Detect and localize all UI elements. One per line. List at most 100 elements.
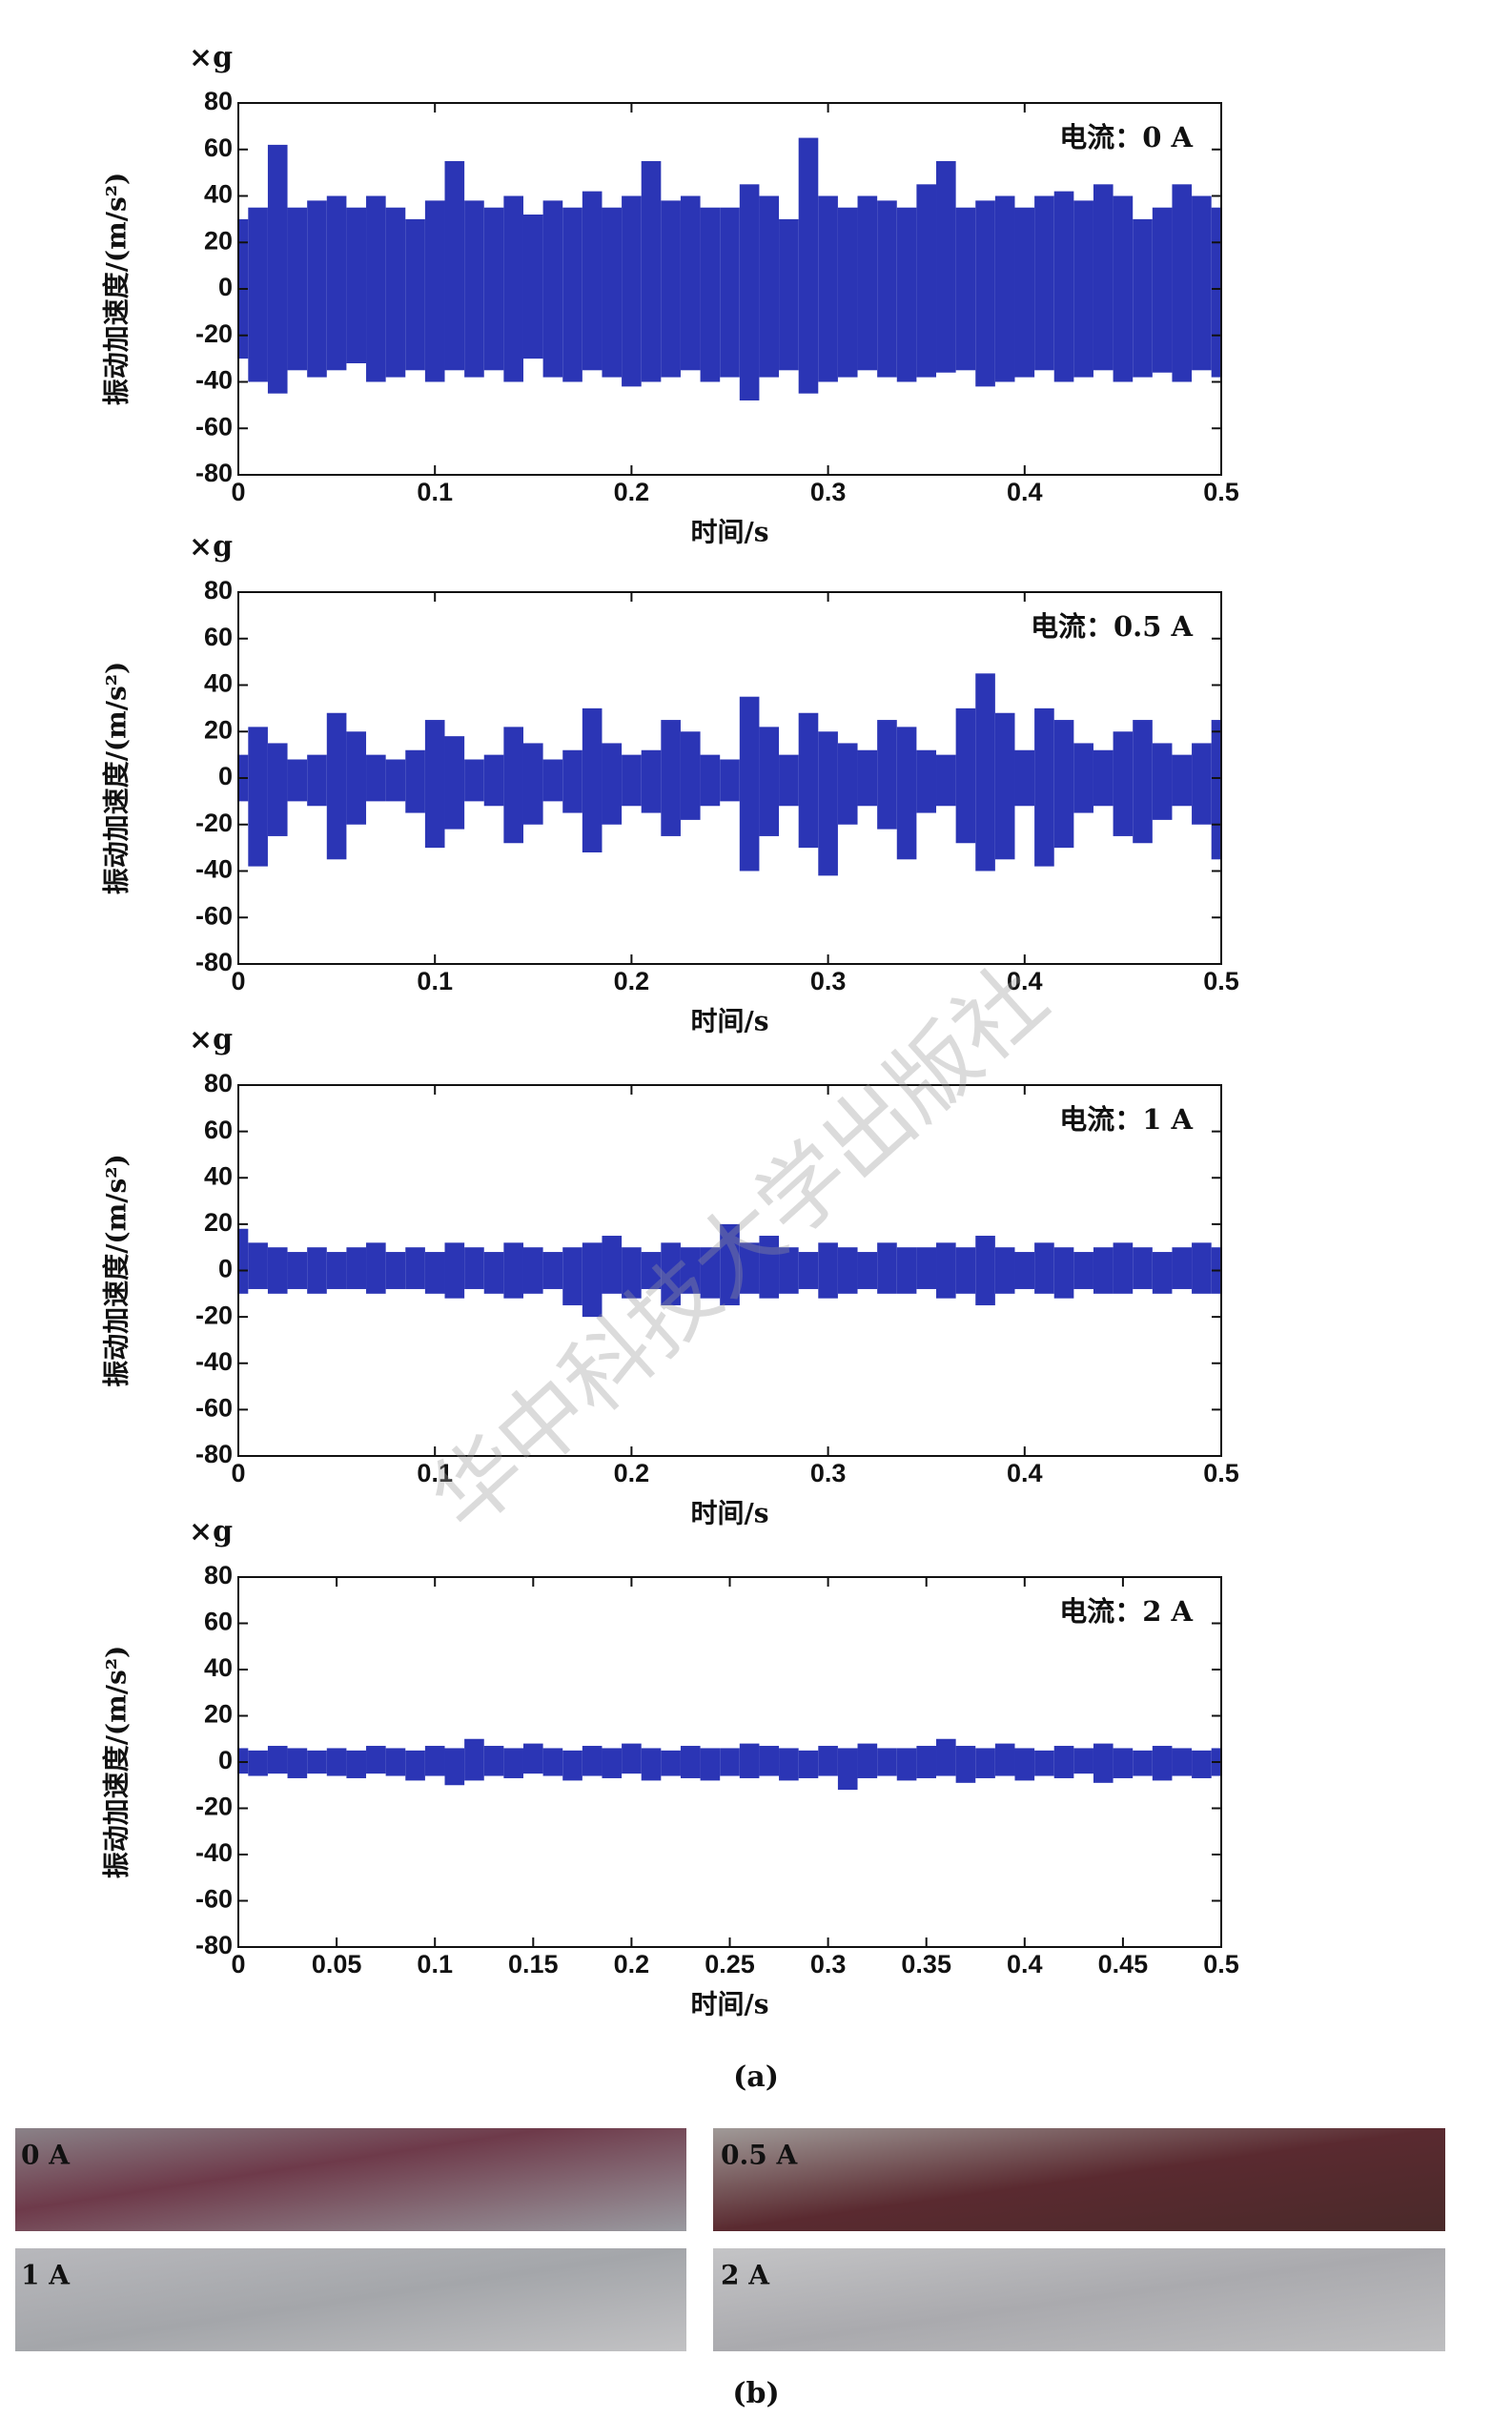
signal-envelope — [464, 200, 484, 378]
photo-label: 2 A — [721, 2260, 770, 2291]
signal-envelope — [1034, 1242, 1054, 1294]
signal-envelope — [1093, 1247, 1114, 1294]
signal-envelope — [857, 195, 878, 371]
signal-envelope — [896, 207, 917, 382]
signal-envelope — [346, 1247, 367, 1289]
signal-envelope — [739, 184, 760, 400]
signal-envelope — [975, 1748, 995, 1778]
y-tick-label: 60 — [204, 133, 233, 162]
signal-envelope — [916, 749, 937, 813]
signal-envelope — [562, 749, 582, 813]
signal-envelope — [936, 1738, 956, 1776]
signal-envelope — [759, 195, 780, 378]
y-tick-label: 0 — [218, 273, 233, 301]
x-tick-label: 0.1 — [417, 1950, 453, 1978]
x-tick-label: 0.4 — [1007, 967, 1043, 995]
x-tick-label: 0.05 — [312, 1950, 362, 1978]
y-tick-label: -80 — [195, 1440, 233, 1468]
signal-envelope — [326, 1252, 347, 1289]
x-tick-label: 0.5 — [1203, 478, 1239, 506]
signal-envelope — [1053, 1247, 1074, 1299]
signal-envelope — [503, 727, 523, 844]
signal-envelope — [346, 207, 367, 363]
y-tick-label: 80 — [204, 1561, 233, 1589]
y-tick-label: -40 — [195, 1347, 233, 1376]
signal-envelope — [267, 144, 288, 394]
signal-envelope — [877, 1242, 897, 1294]
y-tick-label: -20 — [195, 1793, 233, 1821]
signal-envelope — [464, 1247, 484, 1289]
signal-envelope — [1152, 207, 1173, 373]
signal-envelope — [779, 1247, 799, 1294]
signal-envelope — [857, 1252, 878, 1289]
signal-envelope — [798, 1252, 819, 1289]
signal-envelope — [1014, 1252, 1035, 1289]
signal-envelope — [582, 707, 603, 852]
signal-envelope — [916, 1247, 937, 1289]
signal-envelope — [661, 1750, 681, 1776]
y-tick-label: -80 — [195, 1931, 233, 1959]
signal-envelope — [955, 707, 976, 844]
signal-envelope — [936, 754, 956, 807]
signal-envelope — [483, 1252, 504, 1294]
signal-envelope — [818, 1242, 838, 1299]
signal-envelope — [739, 1743, 760, 1778]
signal-envelope — [720, 1223, 740, 1305]
signal-envelope — [641, 1748, 662, 1781]
signal-envelope — [936, 160, 956, 373]
signal-envelope — [562, 207, 582, 382]
photo — [713, 2128, 1445, 2231]
signal-envelope — [366, 195, 386, 382]
signal-envelope — [582, 1242, 603, 1318]
y-axis-label: 振动加速度/(m/s²) — [101, 173, 133, 406]
y-tick-label: -80 — [195, 948, 233, 976]
signal-envelope — [1113, 1242, 1134, 1294]
signal-envelope — [238, 1228, 249, 1294]
x-tick-label: 0.15 — [508, 1950, 559, 1978]
y-tick-label: -60 — [195, 1394, 233, 1423]
signal-envelope — [877, 1748, 897, 1776]
x-tick-label: 0.1 — [417, 967, 453, 995]
signal-envelope — [287, 207, 308, 371]
annotation: 电流：2 A — [1059, 1595, 1193, 1628]
x-tick-label: 0.4 — [1007, 1950, 1043, 1978]
signal-envelope — [779, 754, 799, 807]
signal-envelope — [955, 207, 976, 371]
signal-envelope — [994, 195, 1015, 382]
y-tick-label: 40 — [204, 180, 233, 209]
signal-envelope — [248, 727, 268, 867]
signal-envelope — [1211, 207, 1221, 378]
y-tick-label: -20 — [195, 809, 233, 837]
signal-envelope — [582, 1746, 603, 1776]
signal-envelope — [916, 1746, 937, 1778]
x-tick-label: 0 — [231, 967, 245, 995]
signal-envelope — [798, 1750, 819, 1778]
signal-envelope — [837, 743, 858, 825]
y-tick-label: -20 — [195, 1301, 233, 1329]
photo — [15, 2128, 686, 2231]
annotation: 电流：0.5 A — [1031, 610, 1194, 643]
y-tick-label: -60 — [195, 901, 233, 930]
x-axis-label: 时间/s — [691, 1498, 769, 1529]
photo-label: 0 A — [21, 2140, 71, 2171]
x-tick-label: 0.5 — [1203, 967, 1239, 995]
signal-envelope — [307, 754, 327, 807]
signal-envelope — [1192, 743, 1212, 825]
x-axis-label: 时间/s — [691, 1989, 769, 2020]
signal-envelope — [680, 1247, 701, 1294]
signal-envelope — [602, 1748, 623, 1778]
y-tick-label: -60 — [195, 412, 233, 441]
signal-envelope — [483, 1746, 504, 1776]
signal-envelope — [896, 727, 917, 860]
signal-envelope — [1053, 1746, 1074, 1778]
signal-envelope — [1192, 1242, 1212, 1294]
signal-envelope — [602, 743, 623, 825]
signal-envelope — [837, 207, 858, 378]
signal-envelope — [366, 754, 386, 802]
signal-envelope — [739, 696, 760, 871]
signal-envelope — [424, 720, 445, 849]
x-tick-label: 0 — [231, 1950, 245, 1978]
signal-envelope — [444, 736, 465, 830]
signal-envelope — [1053, 720, 1074, 849]
